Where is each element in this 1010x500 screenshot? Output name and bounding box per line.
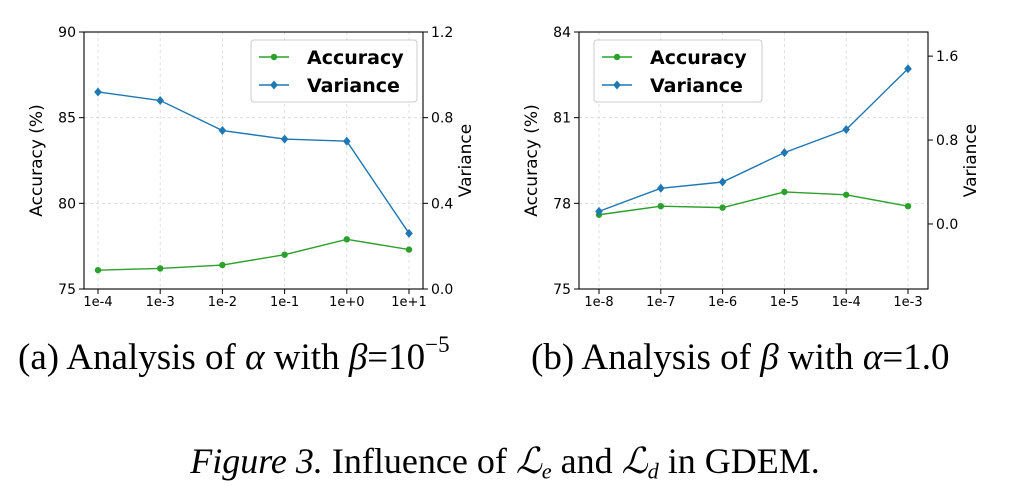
y2-tick-label: 0.8 (936, 133, 958, 149)
caption-b-equals: =1.0 (882, 337, 950, 378)
x-tick-label: 1e-3 (146, 295, 175, 310)
x-tick-label: 1e-8 (584, 295, 613, 310)
caption-a-middle: with (273, 337, 340, 378)
data-point-accuracy (781, 188, 788, 196)
x-tick-label: 1e-1 (270, 295, 299, 310)
data-point-accuracy (405, 246, 413, 253)
x-tick-label: 1e-2 (208, 295, 237, 310)
caption-a-prefix: Analysis of (66, 337, 236, 378)
legend-label-accuracy: Accuracy (650, 47, 747, 69)
data-point-variance (718, 177, 727, 187)
legend-label-accuracy: Accuracy (307, 47, 404, 69)
data-point-accuracy (281, 251, 288, 258)
y2-tick-label: 0.0 (431, 282, 453, 298)
caption-b-symbol1: β (760, 337, 779, 378)
legend-box (593, 39, 763, 103)
legend-label-variance: Variance (650, 75, 743, 97)
y-axis-label: Accuracy (%) (27, 104, 47, 216)
legend-box (250, 39, 418, 103)
caption-a-symbol1: α (245, 337, 265, 378)
x-tick-label: 1e-4 (832, 295, 861, 310)
series-line-variance (598, 68, 909, 213)
caption-a-equals: =10 (367, 337, 426, 378)
figure-caption-sub2: d (647, 458, 659, 484)
data-point-variance (904, 64, 912, 74)
data-point-variance (280, 134, 289, 144)
data-point-accuracy (719, 204, 726, 211)
figure-caption-text1: Influence of (331, 441, 507, 481)
y-tick-label: 75 (58, 282, 76, 298)
y-tick-label: 90 (58, 25, 76, 41)
data-point-accuracy (219, 261, 226, 269)
caption-b-label: (b) (531, 337, 575, 378)
data-point-variance (405, 228, 413, 238)
legend-label-variance: Variance (307, 75, 400, 97)
data-point-variance (343, 136, 351, 146)
data-point-accuracy (904, 202, 912, 210)
x-tick-label: 1e-7 (646, 295, 675, 310)
caption-a-label: (a) (18, 337, 60, 378)
y2-tick-label: 0.4 (431, 196, 453, 212)
data-point-variance (156, 96, 164, 106)
figure-caption-script1: ℒ (515, 441, 542, 481)
y-tick-label: 85 (58, 111, 76, 127)
chart-b: 1e-8 1e-7 1e-6 1e-5 1e-4 1e-3 75 78 81 84 0.0 0.8 1.… (522, 25, 981, 310)
series-line-variance (97, 91, 410, 234)
data-point-variance (94, 87, 102, 97)
y2-tick-label: 0.0 (936, 217, 958, 233)
data-point-accuracy (157, 265, 164, 272)
figure-caption-text3: in GDEM. (667, 441, 820, 481)
legend-marker-accuracy (270, 53, 278, 61)
legend-marker-variance (613, 80, 621, 90)
data-point-variance (218, 126, 227, 136)
y2-axis-label: Variance (456, 124, 476, 197)
plot-frame (578, 31, 929, 290)
series-line-accuracy (598, 191, 909, 216)
caption-a-symbol2: β (348, 337, 368, 378)
figure-caption-sub1: e (541, 458, 552, 484)
data-point-variance (595, 206, 603, 216)
data-point-accuracy (343, 236, 350, 243)
y-tick-label: 81 (553, 111, 571, 127)
data-point-variance (842, 125, 850, 135)
x-tick-label: 1e-3 (893, 295, 922, 310)
y-axis-label: Accuracy (%) (522, 104, 542, 216)
y-tick-label: 84 (553, 25, 571, 41)
x-tick-label: 1e-5 (770, 295, 799, 310)
caption-b-middle: with (787, 337, 854, 378)
figure-caption-label: Figure 3. (190, 441, 323, 481)
y-tick-label: 80 (58, 196, 76, 212)
data-point-accuracy (843, 191, 850, 198)
plot-frame (83, 31, 424, 290)
x-tick-label: 1e-4 (83, 295, 112, 310)
y2-tick-label: 1.2 (431, 25, 453, 41)
caption-b-prefix: Analysis of (581, 337, 751, 378)
data-point-variance (657, 183, 665, 193)
data-point-accuracy (94, 266, 102, 274)
legend-marker-variance (270, 80, 278, 90)
data-point-variance (780, 148, 789, 158)
legend-marker-accuracy (613, 53, 621, 61)
figure-caption-text2: and (560, 441, 613, 481)
x-tick-label: 1e+0 (329, 295, 364, 310)
y2-tick-label: 1.6 (936, 49, 958, 65)
caption-b: (b) Analysis of β with α=1.0 (531, 336, 949, 379)
caption-b-symbol2: α (862, 337, 883, 378)
x-tick-label: 1e-6 (708, 295, 737, 310)
data-point-accuracy (657, 202, 664, 210)
series-line-accuracy (97, 238, 410, 271)
caption-a-exponent: −5 (425, 331, 450, 357)
y-tick-label: 75 (553, 282, 571, 298)
chart-a: 1e-4 1e-3 1e-2 1e-1 1e+0 1e+1 75 80 85 90 0.0 0.4 0.… (27, 25, 476, 310)
x-tick-label: 1e+1 (391, 295, 426, 310)
y-tick-label: 78 (553, 196, 571, 212)
caption-a: (a) Analysis of α with β=10−5 (18, 333, 450, 379)
y2-axis-label: Variance (961, 124, 981, 197)
figure-caption-script2: ℒ (621, 441, 648, 481)
y2-tick-label: 0.8 (431, 111, 453, 127)
figure-caption: Figure 3. Influence of ℒe and ℒd in GDEM… (0, 440, 1010, 482)
